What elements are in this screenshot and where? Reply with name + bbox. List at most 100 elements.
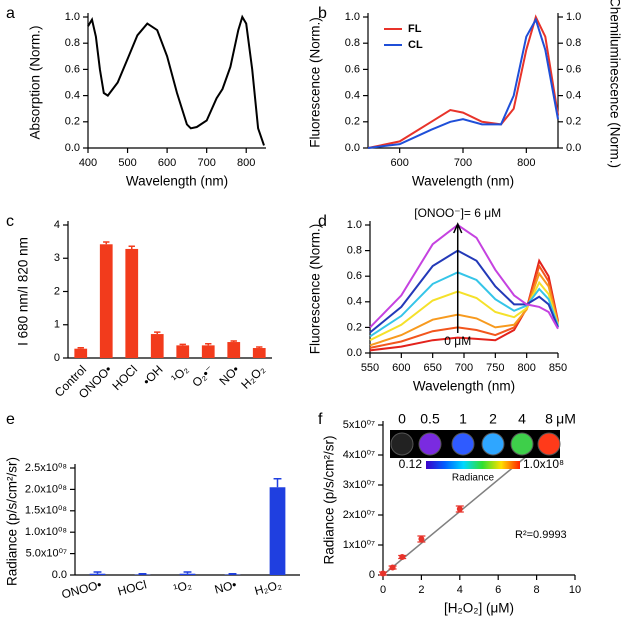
x-axis-label: Wavelength (nm) (126, 174, 228, 189)
x-tick-label: ¹O₂ (168, 362, 191, 385)
inset-label: 1 (459, 411, 467, 427)
colorbar-label: Radiance (452, 473, 495, 484)
point (389, 564, 396, 571)
inset-well (451, 432, 475, 456)
panel-letter: f (318, 411, 323, 428)
y-tick-label: 5x10⁰⁷ (343, 419, 375, 431)
error-bar (93, 571, 102, 574)
colorbar (426, 461, 520, 469)
x-tick-label: ONOO• (60, 577, 103, 601)
y-tick-label: 0.6 (345, 63, 360, 75)
bar (74, 348, 88, 358)
inset-label: 0.5 (420, 411, 440, 427)
inset-image (390, 430, 560, 458)
x-tick-label: •OH (140, 362, 166, 388)
line (369, 223, 559, 330)
error-bar (128, 245, 135, 249)
y-tick-label: 0 (369, 569, 375, 581)
y-tick-label: 2x10⁰⁷ (343, 509, 375, 521)
bar (179, 573, 196, 575)
point (418, 536, 425, 542)
inset-label: 2 (489, 411, 497, 427)
y-tick-label: 0.4 (65, 90, 80, 102)
legend-label: FL (408, 23, 422, 35)
y-tick-label: 2.5x10⁰⁸ (25, 462, 67, 474)
panel-letter: b (318, 5, 327, 22)
y-tick-label: 1x10⁰⁷ (343, 539, 375, 551)
panel-letter: d (318, 213, 327, 230)
line (369, 263, 559, 349)
y-tick-label: 1.0x10⁰⁸ (25, 526, 67, 538)
x-tick-label: NO• (213, 577, 238, 596)
legend-label: CL (408, 39, 423, 51)
bar (125, 248, 139, 358)
y2-tick-label: 0.0 (566, 142, 581, 154)
x-tick-label: HOCl (109, 362, 140, 393)
line (369, 280, 559, 342)
x-tick-label: 600 (158, 157, 176, 169)
inset-well (418, 432, 442, 456)
y-axis-label: Fluorescence (Norm.) (308, 17, 323, 148)
x-tick-label: 500 (118, 157, 136, 169)
x-tick-label: H₂O₂ (253, 577, 283, 598)
bar (269, 487, 286, 575)
y-tick-label: 0.4 (347, 296, 362, 308)
y-tick-label: 2.0x10⁰⁸ (25, 483, 67, 495)
y-tick-label: 0.0 (65, 142, 80, 154)
y-tick-label: 0.6 (65, 63, 80, 75)
line (87, 14, 265, 146)
point (380, 570, 386, 577)
bar (176, 345, 190, 358)
x-tick-label: O₂•⁻ (189, 362, 216, 389)
x-tick-label: NO• (217, 362, 243, 388)
x-tick-label: H₂O₂ (238, 362, 267, 391)
error-bar (103, 241, 110, 245)
bar (99, 244, 113, 358)
panel-letter: e (6, 411, 15, 428)
error-bar (154, 331, 161, 335)
y2-tick-label: 0.8 (566, 37, 581, 49)
y-tick-label: 1.0 (65, 11, 80, 23)
inset-label: 4 (518, 411, 526, 427)
x-tick-label: 700 (455, 362, 473, 374)
error-bar (256, 346, 263, 349)
error-bar (228, 572, 237, 575)
arrow (453, 222, 463, 333)
y-axis-label: Absorption (Norm.) (28, 25, 43, 139)
y2-axis-label: Chemiluminescence (Norm.) (607, 0, 622, 168)
x-tick-label: 700 (454, 157, 472, 169)
y-tick-label: 0.0 (347, 347, 362, 359)
x-tick-label: 600 (390, 157, 408, 169)
y-tick-label: 2 (54, 285, 60, 297)
y-tick-label: 0.8 (345, 37, 360, 49)
error-bar (273, 477, 282, 488)
line (369, 258, 559, 352)
x-axis-label: Wavelength (nm) (412, 174, 514, 189)
y-tick-label: 1.0 (347, 219, 362, 231)
x-tick-label: ¹O₂ (172, 577, 193, 595)
y-tick-label: 1.0 (345, 11, 360, 23)
x-tick-label: 600 (392, 362, 410, 374)
y-axis-label: Radiance (p/s/cm²/sr) (5, 457, 20, 586)
colorbar-max: 1.0x10⁸ (523, 457, 564, 471)
panel-letter: c (6, 213, 14, 230)
x-tick-label: 6 (495, 584, 501, 596)
y-tick-label: 0.8 (65, 37, 80, 49)
y-tick-label: 0.0 (345, 142, 360, 154)
error-bar (183, 571, 192, 574)
y-axis-label: Radiance (p/s/cm²/sr) (322, 435, 337, 564)
x-tick-label: 850 (549, 362, 567, 374)
y-tick-label: 0.8 (347, 245, 362, 257)
inset-unit: μM (556, 411, 576, 427)
annotation: R²=0.9993 (515, 529, 567, 541)
y2-tick-label: 0.4 (566, 90, 581, 102)
x-tick-label: 4 (457, 584, 463, 596)
bar (150, 334, 164, 358)
x-tick-label: 2 (418, 584, 424, 596)
inset-well (390, 432, 414, 456)
y-tick-label: 0.2 (65, 116, 80, 128)
x-tick-label: 0 (380, 584, 386, 596)
y-tick-label: 0.4 (345, 90, 360, 102)
bar (89, 573, 106, 575)
y-tick-label: 0.2 (345, 116, 360, 128)
